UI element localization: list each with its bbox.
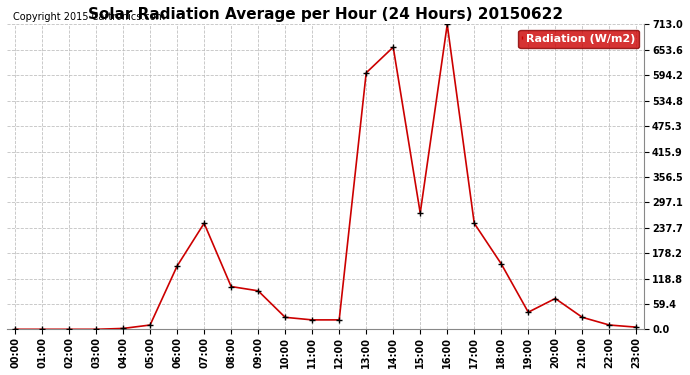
Title: Solar Radiation Average per Hour (24 Hours) 20150622: Solar Radiation Average per Hour (24 Hou… bbox=[88, 7, 563, 22]
Text: Copyright 2015 Cartronics.com: Copyright 2015 Cartronics.com bbox=[13, 12, 166, 22]
Legend: Radiation (W/m2): Radiation (W/m2) bbox=[518, 30, 639, 48]
